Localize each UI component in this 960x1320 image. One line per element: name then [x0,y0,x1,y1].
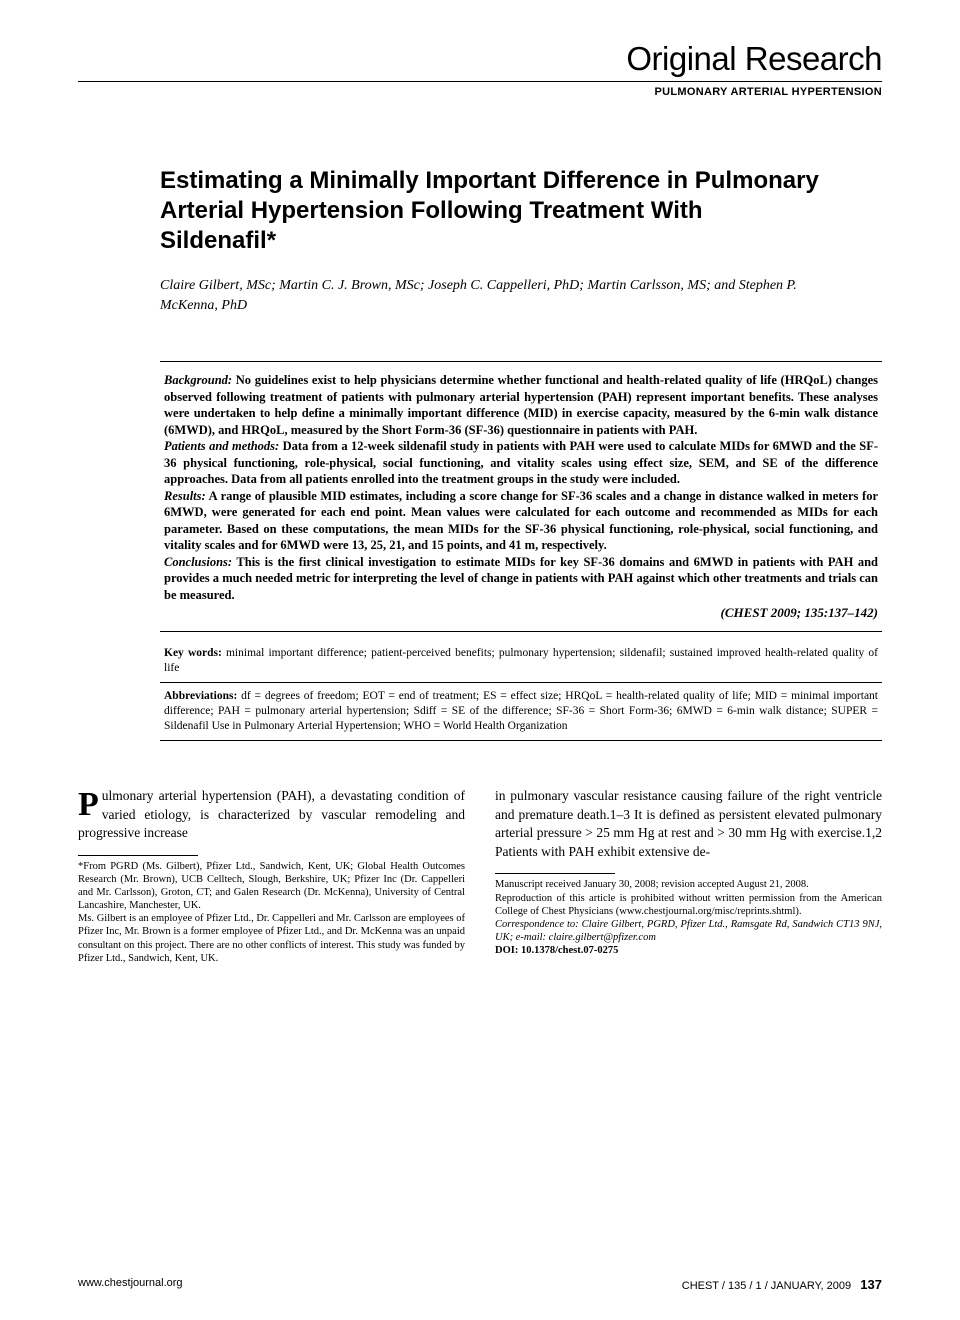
results-label: Results: [164,489,206,503]
keywords-label: Key words: [164,647,222,659]
footnote-right-2: Reproduction of this article is prohibit… [495,892,882,918]
keywords-box: Key words: minimal important difference;… [160,640,882,683]
footnote-left-1: *From PGRD (Ms. Gilbert), Pfizer Ltd., S… [78,860,465,913]
results-text: A range of plausible MID estimates, incl… [164,489,878,553]
page-footer: www.chestjournal.org CHEST / 135 / 1 / J… [78,1277,882,1292]
col1-text: ulmonary arterial hypertension (PAH), a … [78,788,465,840]
abbreviations-text: df = degrees of freedom; EOT = end of tr… [164,690,878,732]
article-title: Estimating a Minimally Important Differe… [160,166,822,256]
methods-label: Patients and methods: [164,439,279,453]
footnote-separator [78,855,198,856]
page-number: 137 [860,1277,882,1292]
footnote-right-3: Correspondence to: Claire Gilbert, PGRD,… [495,918,882,944]
column-right: in pulmonary vascular resistance causing… [495,787,882,965]
abstract-box: Background: No guidelines exist to help … [160,361,882,632]
abstract-content: Background: No guidelines exist to help … [164,372,878,603]
background-label: Background: [164,373,232,387]
footnote-left-2: Ms. Gilbert is an employee of Pfizer Ltd… [78,912,465,965]
abbreviations-box: Abbreviations: df = degrees of freedom; … [160,683,882,741]
correspondence-label: Correspondence to: [495,919,579,930]
page-header: Original Research [78,40,882,82]
section-title: Original Research [78,40,882,78]
conclusions-label: Conclusions: [164,555,232,569]
conclusions-text: This is the first clinical investigation… [164,555,878,602]
keywords-text: minimal important difference; patient-pe… [164,647,878,674]
dropcap: P [78,787,102,820]
column-left: Pulmonary arterial hypertension (PAH), a… [78,787,465,965]
footer-citation: CHEST / 135 / 1 / JANUARY, 2009 137 [682,1277,882,1292]
body-paragraph-right: in pulmonary vascular resistance causing… [495,787,882,862]
background-text: No guidelines exist to help physicians d… [164,373,878,437]
footer-journal: CHEST / 135 / 1 / JANUARY, 2009 [682,1280,851,1292]
footnote-separator-right [495,873,615,874]
abbreviations-label: Abbreviations: [164,690,237,702]
footnote-right-1: Manuscript received January 30, 2008; re… [495,878,882,891]
section-subtitle: PULMONARY ARTERIAL HYPERTENSION [78,86,882,98]
article-authors: Claire Gilbert, MSc; Martin C. J. Brown,… [160,276,822,315]
doi-label: DOI: 10.1378/chest.07-0275 [495,945,618,956]
body-paragraph-left: Pulmonary arterial hypertension (PAH), a… [78,787,465,843]
body-columns: Pulmonary arterial hypertension (PAH), a… [78,787,882,965]
footnote-right-4: DOI: 10.1378/chest.07-0275 [495,944,882,957]
footer-url: www.chestjournal.org [78,1277,183,1292]
abstract-citation: (CHEST 2009; 135:137–142) [164,605,878,621]
